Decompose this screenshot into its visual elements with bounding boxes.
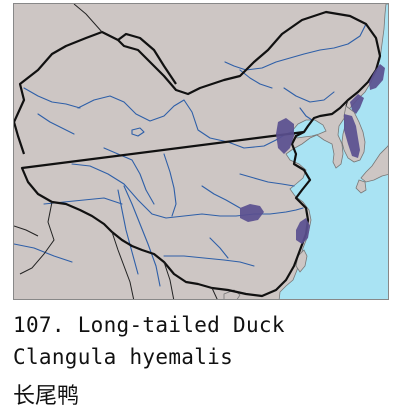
range-east-coast xyxy=(296,218,310,244)
sea-east xyxy=(278,4,388,299)
china-boundary xyxy=(14,10,382,298)
huai-river xyxy=(239,173,295,187)
yangtze-upper xyxy=(103,147,155,205)
mekong-river xyxy=(123,185,161,287)
songhua-river xyxy=(283,87,335,103)
tarim-river xyxy=(23,87,81,109)
han-river xyxy=(201,185,241,209)
pearl-river-north xyxy=(209,237,229,259)
range-russian-coast xyxy=(369,64,385,90)
distribution-map xyxy=(13,3,389,300)
yangtze-river xyxy=(71,163,304,219)
international-borders xyxy=(14,4,349,299)
distribution-range xyxy=(240,64,385,244)
mongolia-boundary xyxy=(117,32,177,85)
liao-river xyxy=(299,107,313,121)
japan-islands xyxy=(360,144,388,183)
rivers xyxy=(14,23,367,287)
range-korea-east xyxy=(350,94,364,114)
pearl-river xyxy=(163,255,255,267)
qinghai-lake xyxy=(131,127,145,137)
salween-river xyxy=(117,189,139,275)
yellow-river xyxy=(77,95,293,149)
chinese-name: 长尾鸭 xyxy=(13,384,80,409)
xinjiang-tributary xyxy=(37,113,75,135)
scientific-name: Clangula hyemalis xyxy=(13,345,234,369)
heilongjiang-upper xyxy=(239,69,273,89)
japan-kyushu xyxy=(355,179,367,194)
ganges-river xyxy=(14,243,73,263)
amur-river xyxy=(224,23,367,71)
species-heading: 107. Long-tailed Duck xyxy=(13,313,285,337)
range-bohai xyxy=(276,118,294,154)
min-jiang xyxy=(163,153,177,217)
range-middle-yangtze xyxy=(240,204,264,222)
range-korea-west xyxy=(344,114,360,158)
